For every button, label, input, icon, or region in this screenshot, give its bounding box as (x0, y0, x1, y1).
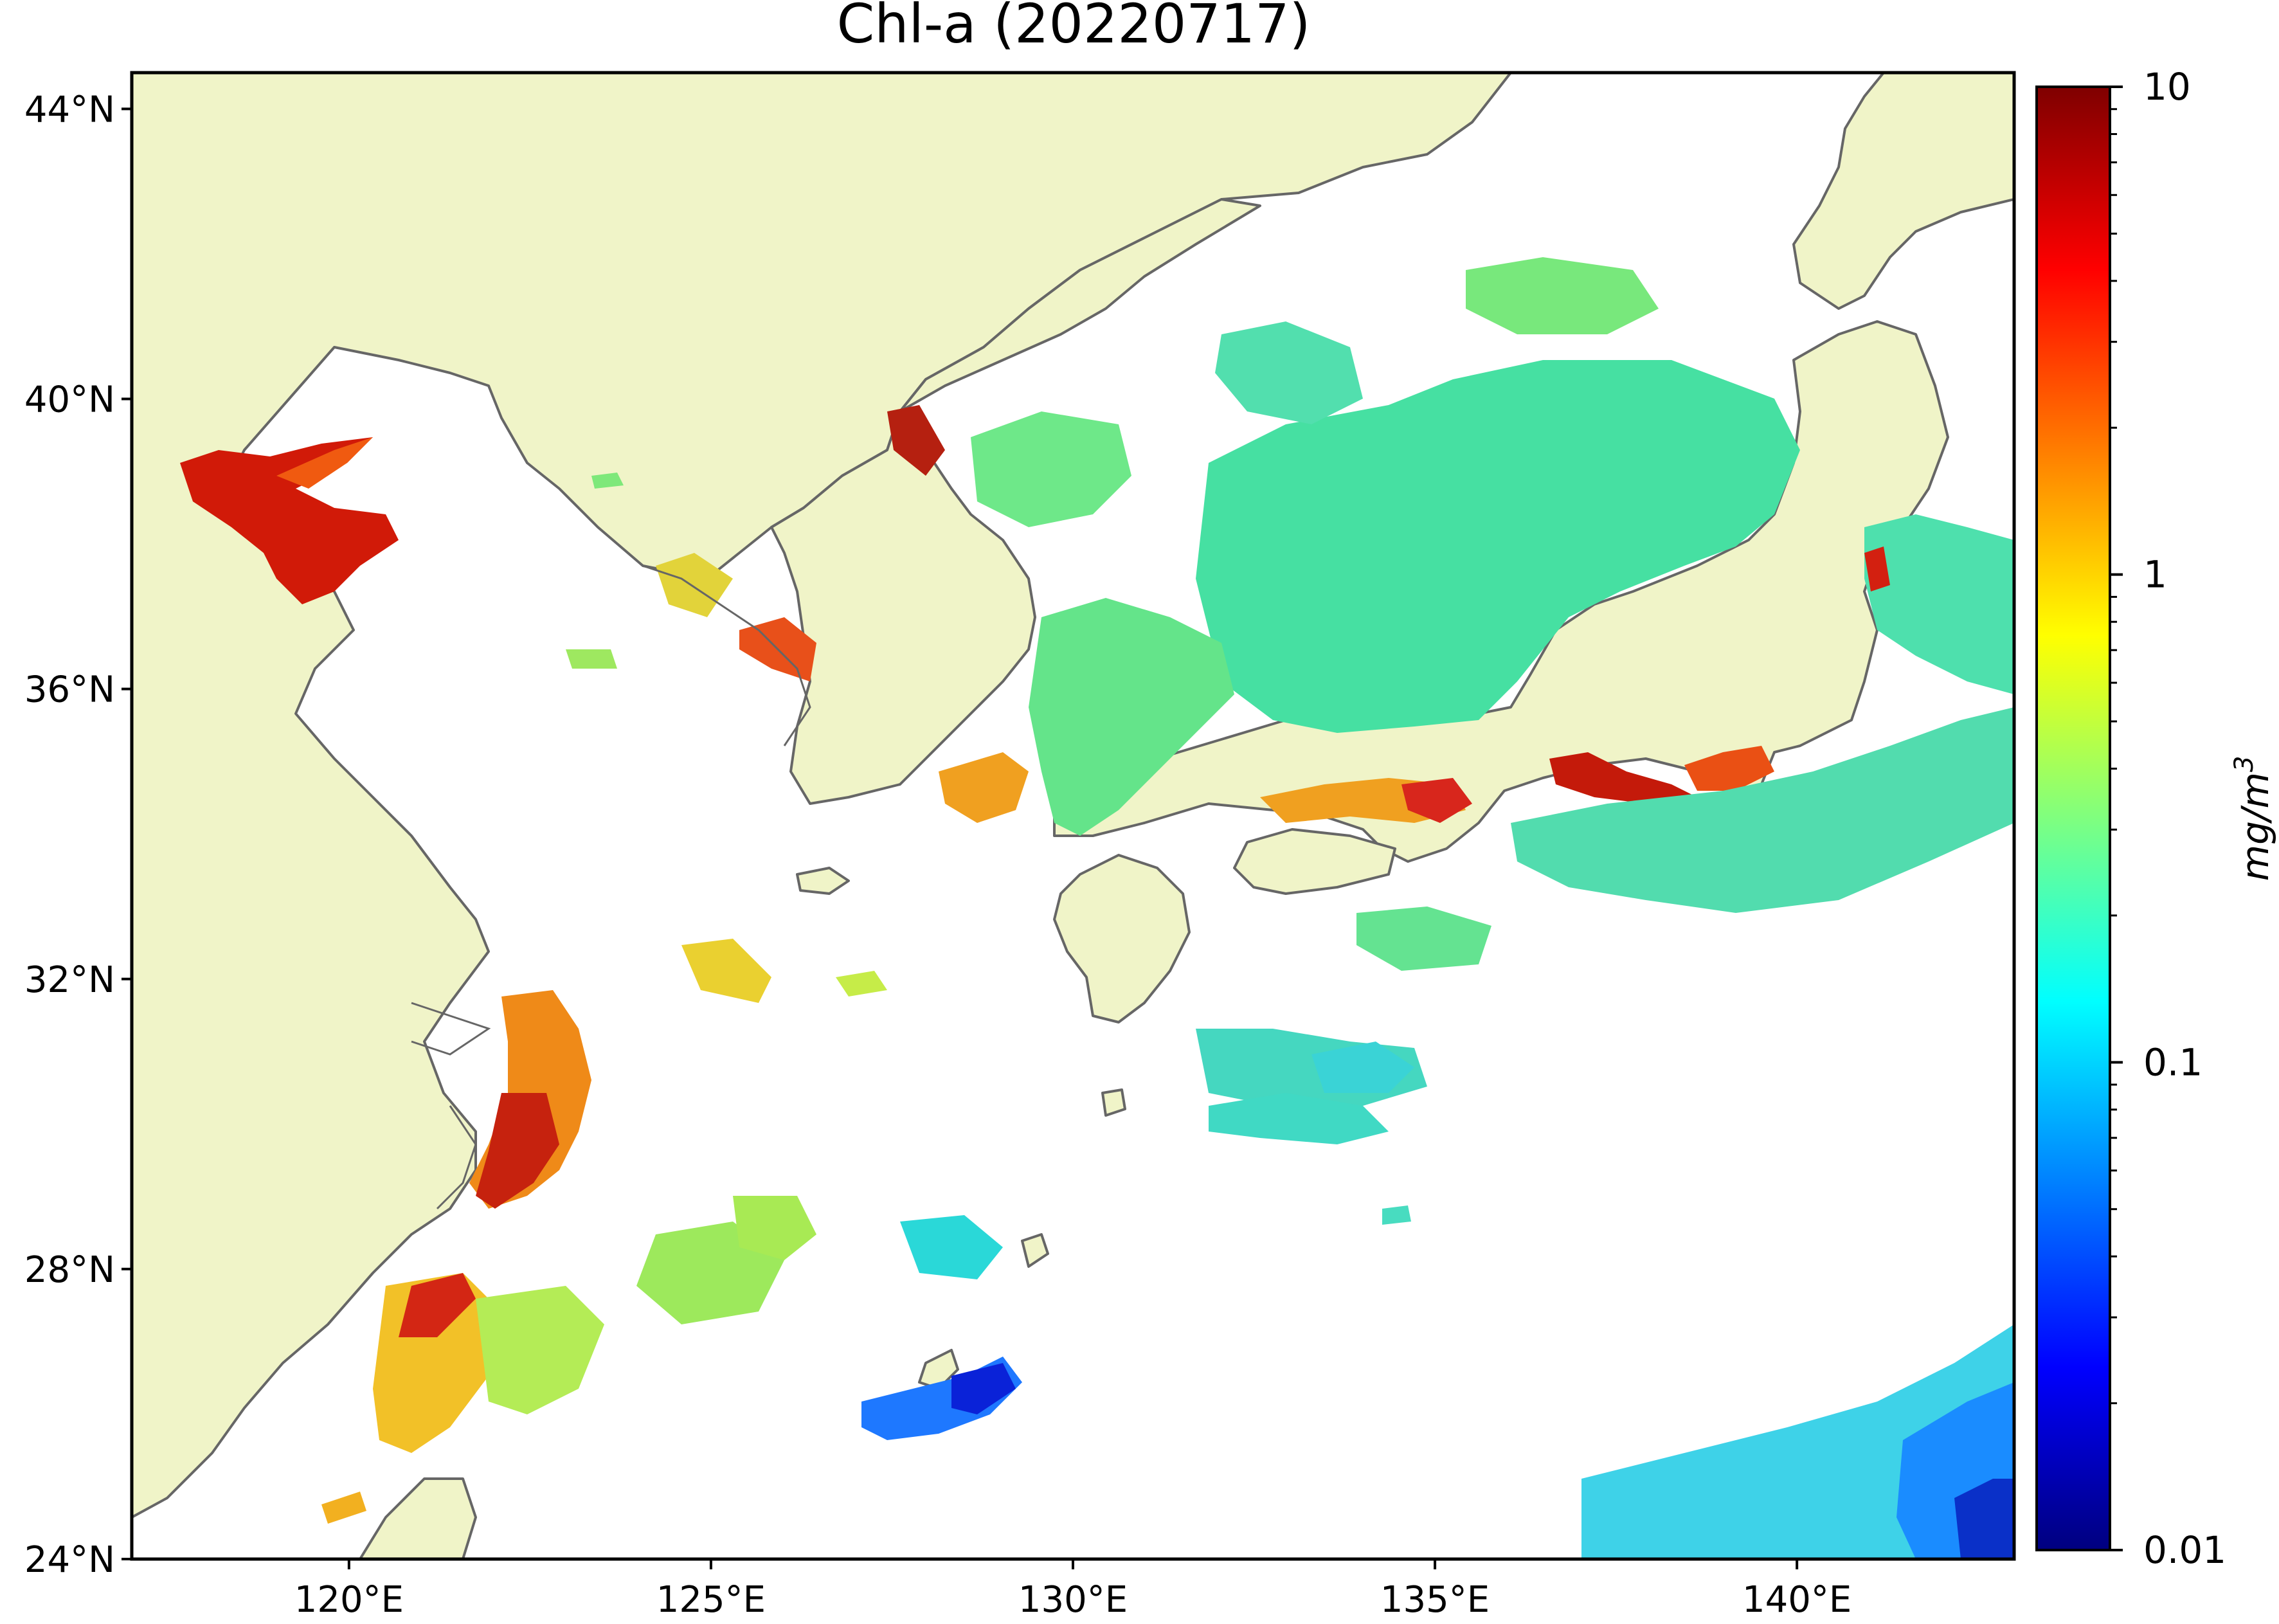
chl-patch-east-sea-main (1196, 360, 1800, 733)
colorbar-label-text: mg/m (2233, 772, 2277, 881)
chl-patch-east-sea-west (971, 411, 1131, 527)
colorbar-label-exponent: 3 (2229, 756, 2259, 772)
chl-patch-sanriku-coast (1864, 546, 1890, 591)
x-tick-label: 135°E (1380, 1579, 1490, 1621)
land-taiwan (359, 1477, 477, 1559)
chl-patch-sanriku (1864, 514, 2014, 694)
chl-patch-pacific-se-deep (1954, 1479, 2014, 1559)
map-content (132, 73, 2014, 1559)
land-korea (770, 410, 1036, 805)
colorbar-frame (2035, 86, 2111, 1551)
chl-patch-scatter-4 (1382, 1205, 1411, 1225)
chl-patch-south-shikoku-2 (1311, 1042, 1414, 1093)
chl-patch-zhejiang-red (476, 1093, 559, 1209)
y-tick-label: 36°N (24, 669, 115, 711)
x-tick-label: 120°E (294, 1579, 404, 1621)
land-korea-peninsula (899, 198, 1261, 413)
y-tick-label: 44°N (24, 89, 115, 131)
coastline-shandong (642, 564, 811, 746)
land-jeju (796, 867, 850, 895)
x-tick-label: 130°E (1018, 1579, 1128, 1621)
chl-patch-osaka-bay (1401, 778, 1472, 823)
land-kyushu (1053, 854, 1191, 1024)
chl-patch-korea-west (887, 405, 945, 476)
y-tick-label: 24°N (24, 1539, 115, 1581)
land-layer (132, 73, 2014, 1559)
x-axis: 120°E 125°E 130°E 135°E 140°E (294, 1559, 1851, 1621)
chl-patch-scatter-3 (836, 971, 887, 997)
chl-patch-shikoku-south (1356, 907, 1491, 971)
chl-patch-okinawa-cyan (900, 1215, 1003, 1279)
y-tick-label: 28°N (24, 1249, 115, 1291)
chart-title: Chl-a (20220717) (837, 0, 1311, 55)
chl-patch-scatter-1 (591, 473, 624, 489)
chl-patch-korea-south (939, 752, 1029, 823)
colorbar-tick-label: 0.01 (2143, 1528, 2226, 1572)
colorbar-ticks: 10 1 0.1 0.01 (2110, 65, 2226, 1572)
y-tick-label: 40°N (24, 379, 115, 421)
land-okinawa (918, 1349, 959, 1390)
chlorophyll-layer (180, 257, 2014, 1559)
chl-patch-bohai (180, 437, 399, 604)
chl-patch-east-sea-north (1466, 257, 1659, 334)
colorbar-gradient (2037, 87, 2110, 1550)
chl-patch-korea-strait (1029, 598, 1234, 836)
x-tick-label: 125°E (656, 1579, 766, 1621)
x-tick-label: 140°E (1742, 1579, 1851, 1621)
chl-patch-scatter-2 (566, 649, 617, 669)
chl-patch-tokyo-bay (1684, 746, 1774, 791)
colorbar-label: mg/m3 (2229, 756, 2277, 881)
coastline-detail (411, 564, 811, 1210)
chl-patch-bohai-edge (276, 437, 373, 489)
land-amami (1021, 1233, 1049, 1268)
colorbar-tick-label: 1 (2143, 553, 2167, 597)
map-panel (130, 71, 2016, 1561)
chl-patch-fujian-red (399, 1273, 476, 1337)
chl-patch-scatter-5 (321, 1492, 366, 1524)
coastline-zhejiang (436, 1105, 477, 1210)
colorbar-tick-label: 0.1 (2143, 1040, 2202, 1084)
coastline-yangtze (411, 1002, 491, 1056)
chl-patch-ryukyu-deep (951, 1363, 1016, 1414)
y-tick-label: 32°N (24, 959, 115, 1001)
chl-patch-east-sea-nw (1215, 321, 1363, 424)
land-shikoku (1233, 828, 1396, 895)
land-hokkaido (1792, 73, 2014, 310)
colorbar: 10 1 0.1 0.01 mg/m3 (2035, 65, 2277, 1572)
colorbar-minor-ticks (2110, 108, 2117, 1405)
colorbar-tick-label: 10 (2143, 65, 2191, 109)
land-yakushima (1101, 1088, 1126, 1117)
chl-patch-ecs-center2 (733, 1196, 816, 1260)
chl-patch-pacific-mid (1209, 1093, 1389, 1144)
chl-patch-ecs-mid (681, 939, 771, 1003)
chl-patch-ise-bay (1549, 752, 1697, 804)
y-axis: 24°N 28°N 32°N 36°N 40°N 44°N (24, 89, 132, 1581)
chl-patch-pacific-japan (1511, 707, 2014, 913)
chl-patch-fujian-east (476, 1286, 604, 1414)
